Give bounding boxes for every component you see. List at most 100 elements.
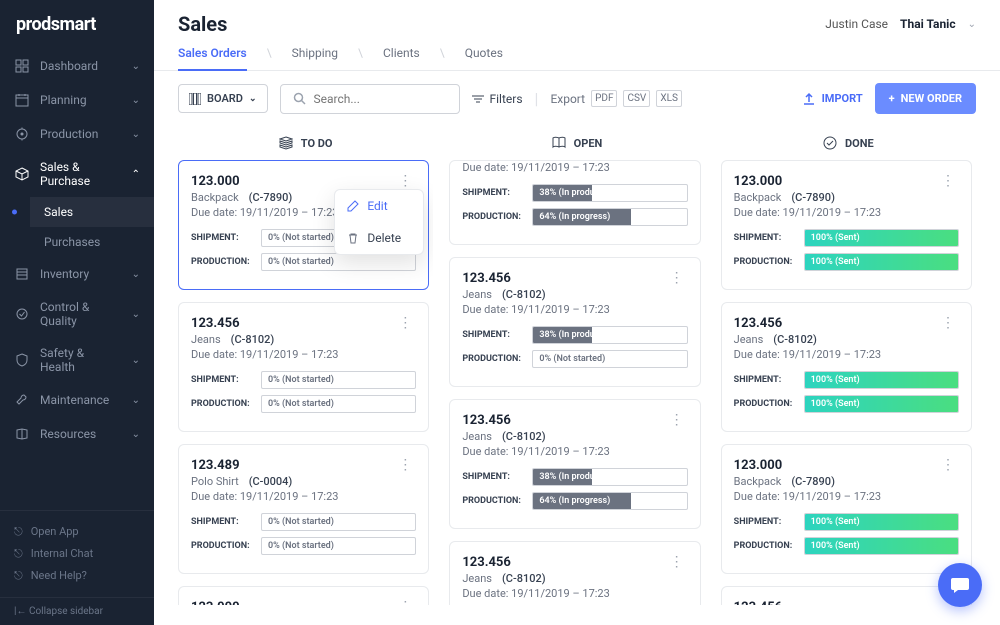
production-label: PRODUCTION:: [191, 257, 253, 267]
edit-button[interactable]: Edit: [335, 190, 423, 222]
order-card[interactable]: 123.456⋮Jeans(C-8102)Due date: 19/11/201…: [449, 257, 700, 387]
card-menu-button[interactable]: ⋮: [666, 270, 688, 286]
board: TO DO123.000⋮Backpack(C-7890)Due date: 1…: [154, 126, 1000, 625]
shipment-text: 38% (In production): [539, 472, 618, 482]
import-button[interactable]: IMPORT: [802, 92, 863, 106]
product-name: Backpack: [191, 191, 239, 204]
card-menu-button[interactable]: ⋮: [394, 173, 416, 189]
due-date: Due date: 19/11/2019 – 17:23: [734, 206, 959, 219]
card-list[interactable]: 123.000⋮Backpack(C-7890)Due date: 19/11/…: [178, 160, 433, 605]
order-card[interactable]: 123.000⋮Backpack(C-7890)Due date: 19/11/…: [178, 160, 429, 290]
check-icon: [823, 136, 837, 150]
shipment-bar: 38% (In production): [532, 184, 687, 202]
new-order-button[interactable]: + NEW ORDER: [875, 83, 976, 114]
sidebar-item-control-quality[interactable]: Control & Quality⌄: [0, 291, 154, 337]
sidebar-item-inventory[interactable]: Inventory⌄: [0, 257, 154, 291]
order-card[interactable]: Due date: 19/11/2019 – 17:23SHIPMENT:38%…: [449, 160, 700, 245]
chat-fab-button[interactable]: [938, 563, 982, 607]
card-menu-button[interactable]: ⋮: [394, 457, 416, 473]
tab-shipping[interactable]: Shipping: [292, 36, 338, 70]
card-menu-button[interactable]: ⋮: [394, 315, 416, 331]
footer-link-need-help-[interactable]: ⎋Need Help?: [14, 565, 140, 587]
collapse-sidebar-button[interactable]: |← Collapse sidebar: [0, 597, 154, 625]
sidebar-item-dashboard[interactable]: Dashboard⌄: [0, 49, 154, 83]
footer-link-internal-chat[interactable]: ⎋Internal Chat: [14, 543, 140, 565]
sidebar-item-resources[interactable]: Resources⌄: [0, 417, 154, 451]
search-input[interactable]: [314, 92, 447, 106]
production-text: 64% (In progress): [539, 496, 610, 506]
chevron-down-icon: ⌄: [249, 94, 257, 104]
export-pdf-button[interactable]: PDF: [591, 90, 617, 107]
order-card[interactable]: 123.456⋮Jeans(C-8102)Due date: 19/11/201…: [721, 586, 972, 605]
shipment-bar: 38% (In production): [532, 468, 687, 486]
dashboard-icon: [14, 58, 30, 74]
sidebar-subitem-sales[interactable]: Sales: [30, 197, 154, 227]
chevron-icon: ⌄: [132, 269, 140, 280]
production-label: PRODUCTION:: [462, 212, 524, 222]
sidebar-item-sales-purchase[interactable]: Sales & Purchase⌃: [0, 151, 154, 197]
product-name: Polo Shirt: [191, 475, 239, 488]
shipment-label: SHIPMENT:: [734, 233, 796, 243]
chevron-icon: ⌄: [132, 309, 140, 320]
tab-quotes[interactable]: Quotes: [465, 36, 503, 70]
page-title: Sales: [178, 12, 825, 36]
board-view-button[interactable]: BOARD ⌄: [178, 84, 268, 113]
product-code: (C-0004): [249, 475, 293, 488]
card-id: 123.456: [734, 316, 783, 331]
order-card[interactable]: 123.000⋮Backpack(C-7890)Due date: 19/11/…: [721, 160, 972, 290]
sidebar-item-production[interactable]: Production⌄: [0, 117, 154, 151]
export-group: Export PDF CSV XLS: [550, 90, 681, 107]
due-date: Due date: 19/11/2019 – 17:23: [191, 348, 416, 361]
sidebar-item-safety-health[interactable]: Safety & Health⌄: [0, 337, 154, 383]
shipment-text: 0% (Not started): [268, 233, 334, 243]
footer-link-open-app[interactable]: ⎋Open App: [14, 521, 140, 543]
box-icon: [14, 166, 30, 182]
product-code: (C-7890): [249, 191, 293, 204]
card-menu-button[interactable]: ⋮: [666, 554, 688, 570]
column-header: DONE: [721, 126, 976, 160]
sidebar: prodsmart Dashboard⌄Planning⌄Production⌄…: [0, 0, 154, 625]
card-menu-button[interactable]: ⋮: [937, 457, 959, 473]
due-date: Due date: 19/11/2019 – 17:23: [734, 490, 959, 503]
search-box[interactable]: [280, 84, 460, 114]
tabs: Sales Orders\Shipping\Clients\Quotes: [154, 36, 1000, 71]
book-icon: [552, 136, 566, 150]
shipment-text: 0% (Not started): [268, 375, 334, 385]
card-menu-button[interactable]: ⋮: [666, 412, 688, 428]
shipment-bar: 38% (In production): [532, 326, 687, 344]
order-card[interactable]: 123.456⋮Jeans(C-8102)Due date: 19/11/201…: [449, 541, 700, 605]
production-text: 0% (Not started): [268, 399, 334, 409]
export-csv-button[interactable]: CSV: [623, 90, 650, 107]
card-id: 123.456: [462, 555, 511, 570]
sidebar-subitem-purchases[interactable]: Purchases: [30, 227, 154, 257]
sidebar-item-maintenance[interactable]: Maintenance⌄: [0, 383, 154, 417]
card-list[interactable]: Due date: 19/11/2019 – 17:23SHIPMENT:38%…: [449, 160, 704, 605]
edit-icon: [347, 200, 359, 212]
production-label: PRODUCTION:: [462, 354, 524, 364]
order-card[interactable]: 123.000⋮Backpack(C-7890)Due date: 19/11/…: [721, 444, 972, 574]
order-card[interactable]: 123.489⋮Polo Shirt(C-0004)Due date: 19/1…: [178, 444, 429, 574]
production-bar: 0% (Not started): [532, 350, 687, 368]
export-xls-button[interactable]: XLS: [656, 90, 682, 107]
card-list[interactable]: 123.000⋮Backpack(C-7890)Due date: 19/11/…: [721, 160, 976, 605]
product-code: (C-7890): [791, 475, 835, 488]
due-date: Due date: 19/11/2019 – 17:23: [734, 348, 959, 361]
order-card[interactable]: 123.000⋮Backpack(C-7890)Due date: 19/11/…: [178, 586, 429, 605]
tab-sales-orders[interactable]: Sales Orders: [178, 36, 247, 70]
filters-button[interactable]: Filters: [472, 92, 523, 106]
card-id: 123.456: [734, 600, 783, 606]
safety-icon: [14, 352, 30, 368]
order-card[interactable]: 123.456⋮Jeans(C-8102)Due date: 19/11/201…: [721, 302, 972, 432]
sidebar-item-planning[interactable]: Planning⌄: [0, 83, 154, 117]
delete-button[interactable]: Delete: [335, 222, 423, 254]
card-menu-button[interactable]: ⋮: [937, 315, 959, 331]
product-code: (C-7890): [791, 191, 835, 204]
nav: Dashboard⌄Planning⌄Production⌄Sales & Pu…: [0, 49, 154, 510]
card-popover: Edit Delete: [334, 189, 424, 255]
user-info[interactable]: Justin Case Thai Tanic ⌄: [825, 17, 976, 31]
tab-clients[interactable]: Clients: [383, 36, 420, 70]
order-card[interactable]: 123.456⋮Jeans(C-8102)Due date: 19/11/201…: [449, 399, 700, 529]
order-card[interactable]: 123.456⋮Jeans(C-8102)Due date: 19/11/201…: [178, 302, 429, 432]
card-menu-button[interactable]: ⋮: [394, 599, 416, 605]
card-menu-button[interactable]: ⋮: [937, 173, 959, 189]
